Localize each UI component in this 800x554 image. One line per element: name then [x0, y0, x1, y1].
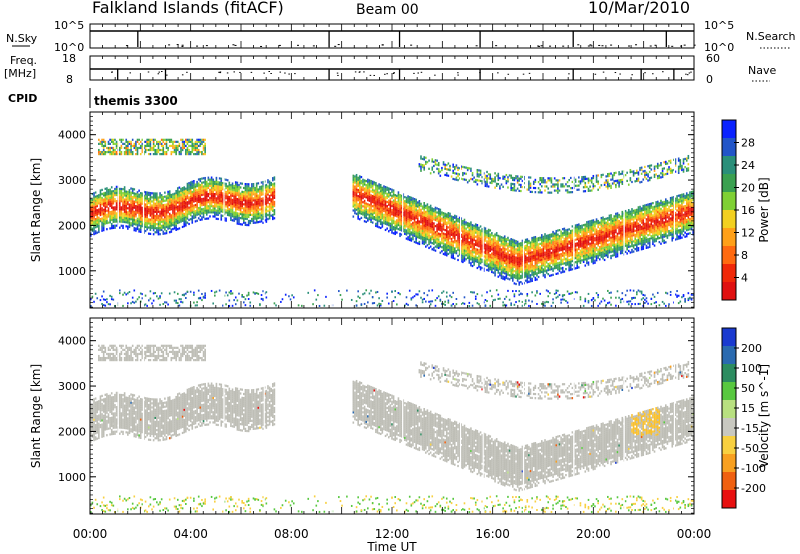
- nave-top-tick: 60: [706, 52, 720, 65]
- colorbar-tick: 16: [741, 204, 755, 217]
- freq-unit: [MHz]: [4, 67, 36, 80]
- station-title: Falkland Islands (fitACF): [92, 0, 284, 17]
- freq-strip: Freq. [MHz] 18 8 Nave 60 0: [4, 52, 776, 86]
- nsearch-top-tick: 10^5: [704, 19, 734, 32]
- power-panel: 1000 2000 3000 4000 Slant Range [km]: [29, 111, 695, 309]
- nave-bottom-tick: 0: [706, 73, 713, 86]
- colorbar-tick: 50: [741, 382, 755, 395]
- x-tick-label: 16:00: [475, 527, 510, 541]
- y-tick-label: 2000: [58, 425, 86, 438]
- colorbar-tick: 4: [741, 272, 748, 285]
- colorbar-tick: 100: [741, 362, 762, 375]
- velocity-colorbar-label: Velocity [m s^-1]: [757, 364, 771, 468]
- velocity-panel: 1000 2000 3000 4000 Slant Range [km]: [29, 317, 695, 515]
- x-tick-label: 00:00: [677, 527, 712, 541]
- beam-label: Beam 00: [356, 2, 419, 18]
- time-axis-label: Time UT: [366, 540, 417, 554]
- y-tick-label: 3000: [58, 174, 86, 187]
- x-tick-label: 08:00: [274, 527, 309, 541]
- x-tick-label: 12:00: [375, 527, 410, 541]
- colorbar-tick: 24: [741, 159, 755, 172]
- nsearch-label: N.Search: [746, 30, 796, 43]
- freq-bottom-tick: 8: [66, 73, 73, 86]
- freq-top-tick: 18: [62, 52, 76, 65]
- colorbar-tick: 12: [741, 227, 755, 240]
- colorbar-tick: -100: [741, 462, 766, 475]
- power-colorbar: 4 8 12 16 20 24 28 Power [dB]: [721, 119, 771, 301]
- y-tick-label: 1000: [58, 265, 86, 278]
- nave-label: Nave: [748, 64, 776, 77]
- y-tick-label: 1000: [58, 471, 86, 484]
- colorbar-tick: -50: [741, 442, 759, 455]
- velocity-ylabel: Slant Range [km]: [29, 364, 43, 468]
- velocity-colorbar: 200 100 50 15 -15 -50 -100 -200 Velocity [m s^-…: [721, 327, 771, 509]
- x-tick-label: 20:00: [576, 527, 611, 541]
- colorbar-tick: 15: [741, 402, 755, 415]
- freq-label: Freq.: [10, 54, 37, 67]
- colorbar-tick: 8: [741, 249, 748, 262]
- colorbar-tick: 28: [741, 137, 755, 150]
- colorbar-tick: -200: [741, 482, 766, 495]
- colorbar-tick: 200: [741, 342, 762, 355]
- x-tick-label: 04:00: [173, 527, 208, 541]
- y-tick-label: 2000: [58, 219, 86, 232]
- colorbar-tick: -15: [741, 422, 759, 435]
- cpid-value: themis 3300: [94, 94, 178, 108]
- x-tick-label: 00:00: [73, 527, 108, 541]
- nsky-top-tick: 10^5: [54, 19, 84, 32]
- colorbar-tick: 20: [741, 182, 755, 195]
- y-tick-label: 3000: [58, 380, 86, 393]
- nsky-label: N.Sky: [6, 32, 38, 45]
- cpid-label: CPID: [8, 92, 37, 105]
- power-ylabel: Slant Range [km]: [29, 158, 43, 262]
- y-tick-label: 4000: [58, 129, 86, 142]
- y-tick-label: 4000: [58, 335, 86, 348]
- nsearch-bottom-tick: 10^0: [704, 41, 734, 54]
- nsky-strip: N.Sky 10^5 10^0 N.Search 10^5 10^0: [6, 19, 796, 54]
- date-label: 10/Mar/2010: [588, 0, 690, 17]
- nsky-bottom-tick: 10^0: [54, 41, 84, 54]
- power-colorbar-label: Power [dB]: [757, 177, 771, 242]
